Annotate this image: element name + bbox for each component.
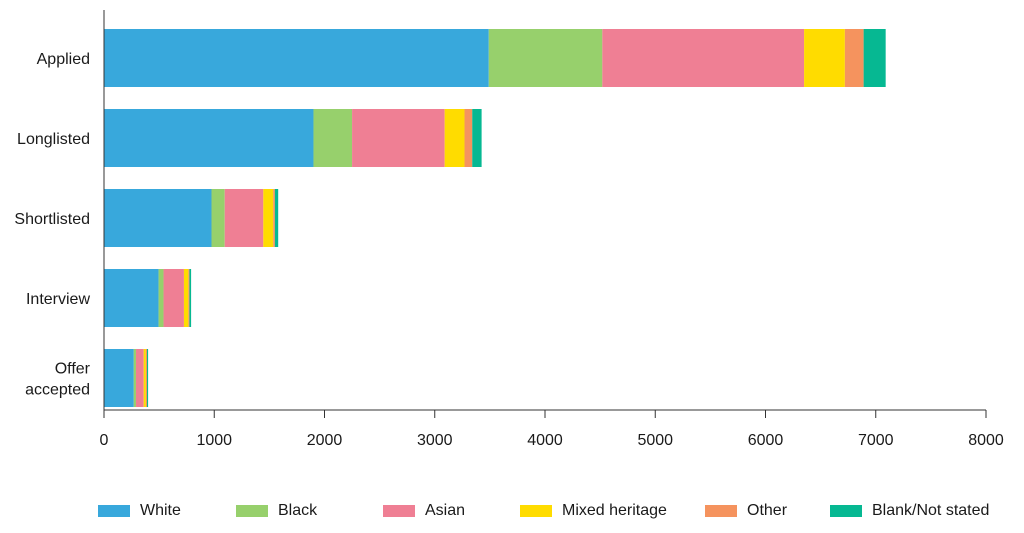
bar-segment-shortlisted-other xyxy=(273,189,275,247)
bar-segment-shortlisted-white xyxy=(104,189,212,247)
x-tick-label: 8000 xyxy=(968,432,1004,449)
bar-segment-longlisted-mixed-heritage xyxy=(444,109,465,167)
legend-swatch xyxy=(98,505,130,517)
legend-label: Asian xyxy=(425,502,466,519)
x-tick-label: 5000 xyxy=(637,432,673,449)
legend-item-asian: Asian xyxy=(383,500,465,522)
category-label: Applied xyxy=(37,51,90,68)
bar-segment-applied-asian xyxy=(602,29,805,87)
legend-item-mixed-heritage: Mixed heritage xyxy=(520,500,667,522)
category-label: Offer accepted xyxy=(25,361,91,399)
legend-label: Blank/Not stated xyxy=(872,502,990,519)
bar-segment-applied-black xyxy=(488,29,603,87)
bar-segment-offer-accepted-other xyxy=(145,349,147,407)
x-tick-label: 7000 xyxy=(858,432,894,449)
bar-segment-longlisted-asian xyxy=(352,109,445,167)
legend-swatch xyxy=(520,505,552,517)
legend-item-other: Other xyxy=(705,500,787,522)
bar-segment-offer-accepted-blank-not-stated xyxy=(146,349,149,407)
bar-segment-shortlisted-black xyxy=(211,189,225,247)
category-label: Shortlisted xyxy=(14,211,90,228)
bar-segment-offer-accepted-mixed-heritage xyxy=(143,349,146,407)
legend-label: Other xyxy=(747,502,788,519)
legend-item-black: Black xyxy=(236,500,317,522)
x-tick-label: 1000 xyxy=(196,432,232,449)
x-tick-label: 4000 xyxy=(527,432,563,449)
x-tick-label: 3000 xyxy=(417,432,453,449)
bar-segment-longlisted-other xyxy=(464,109,473,167)
bar-segment-interview-asian xyxy=(163,269,184,327)
bar-segment-offer-accepted-white xyxy=(104,349,134,407)
legend-swatch xyxy=(383,505,415,517)
bar-segment-applied-blank-not-stated xyxy=(863,29,886,87)
x-tick-labels: 0 1000 2000 3000 4000 5000 6000 7000 8000 xyxy=(100,432,1004,449)
bar-segment-applied-other xyxy=(844,29,864,87)
x-tick-label: 0 xyxy=(100,432,109,449)
x-tick-label: 2000 xyxy=(307,432,343,449)
category-label: Longlisted xyxy=(17,131,90,148)
bar-segment-interview-blank-not-stated xyxy=(189,269,192,327)
legend-label: Black xyxy=(278,502,318,519)
legend-label: Mixed heritage xyxy=(562,502,667,519)
legend-swatch xyxy=(830,505,862,517)
legend-swatch xyxy=(705,505,737,517)
bar-segment-shortlisted-mixed-heritage xyxy=(263,189,274,247)
bar-segment-shortlisted-blank-not-stated xyxy=(274,189,279,247)
plot-area xyxy=(104,29,886,407)
category-label: Interview xyxy=(26,291,90,308)
bar-segment-offer-accepted-asian xyxy=(135,349,144,407)
legend-item-white: White xyxy=(98,500,181,522)
bar-segment-interview-white xyxy=(104,269,159,327)
axes xyxy=(103,10,987,418)
legend-item-blank-not-stated: Blank/Not stated xyxy=(830,500,989,522)
x-tick-label: 6000 xyxy=(748,432,784,449)
bar-segment-interview-mixed-heritage xyxy=(183,269,189,327)
bar-segment-offer-accepted-black xyxy=(133,349,136,407)
bar-segment-longlisted-white xyxy=(104,109,314,167)
bar-segment-interview-black xyxy=(158,269,164,327)
category-labels: Applied Longlisted Shortlisted Interview Off… xyxy=(14,51,90,399)
bar-segment-interview-other xyxy=(188,269,190,327)
bar-segment-applied-white xyxy=(104,29,489,87)
bar-segment-applied-mixed-heritage xyxy=(804,29,845,87)
legend: White Black Asian Mixed heritage Other Blank/… xyxy=(98,500,998,522)
legend-swatch xyxy=(236,505,268,517)
legend-label: White xyxy=(140,502,181,519)
bar-segment-longlisted-blank-not-stated xyxy=(472,109,482,167)
bar-segment-longlisted-black xyxy=(313,109,353,167)
bar-segment-shortlisted-asian xyxy=(224,189,264,247)
